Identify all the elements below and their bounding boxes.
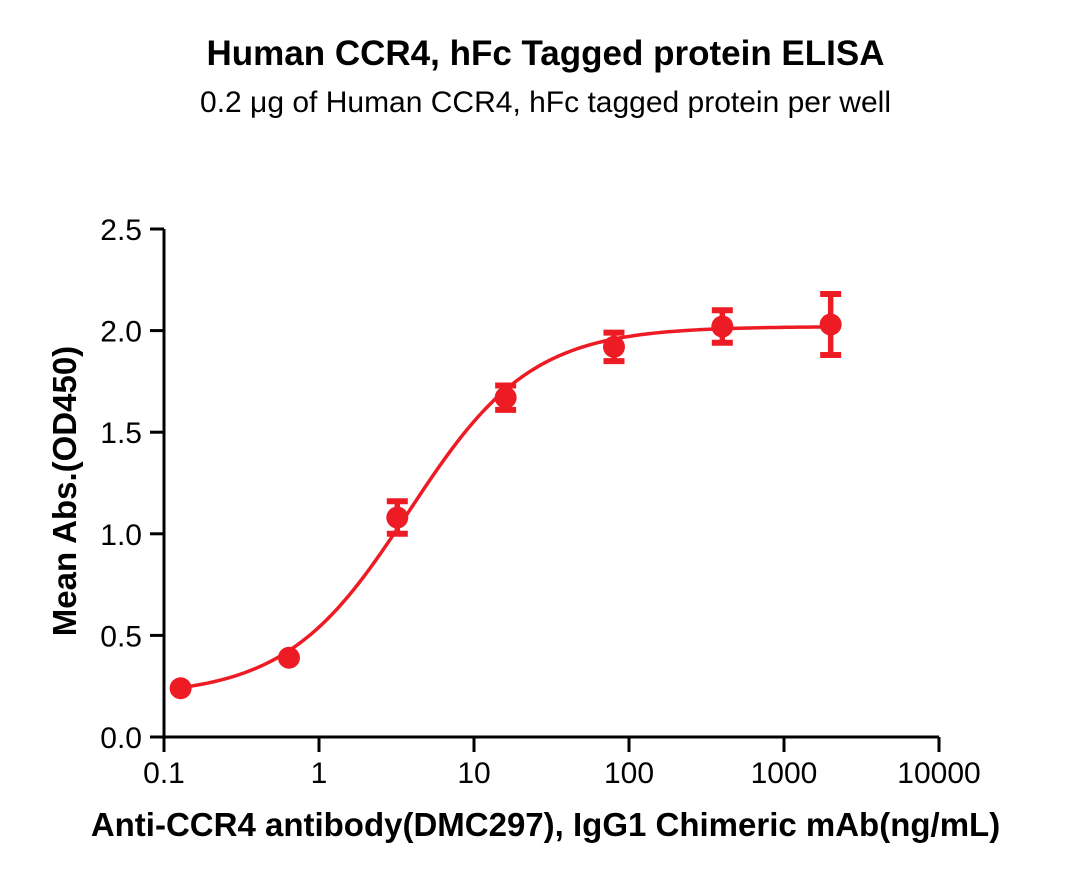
data-point [602,335,625,358]
x-tick-label: 100 [604,757,654,790]
data-point [711,315,734,338]
x-axis-label: Anti-CCR4 antibody(DMC297), IgG1 Chimeri… [90,806,1001,843]
data-point [819,313,842,336]
fit-curve [180,325,831,690]
data-point [386,506,409,529]
y-tick-label: 1.5 [100,417,142,450]
data-point [494,386,517,409]
y-tick-label: 0.0 [100,722,142,755]
x-tick-label: 10 [457,757,490,790]
y-tick-label: 2.0 [100,316,142,349]
data-point [277,646,300,669]
x-tick-label: 1000 [751,757,818,790]
y-tick-label: 0.5 [100,620,142,653]
y-tick-label: 2.5 [100,214,142,247]
x-tick-label: 1 [311,757,328,790]
y-tick-label: 1.0 [100,519,142,552]
chart-subtitle: 0.2 μg of Human CCR4, hFc tagged protein… [200,86,891,119]
x-tick-label: 0.1 [143,757,185,790]
chart-title: Human CCR4, hFc Tagged protein ELISA [206,34,885,73]
data-point [169,677,192,700]
x-tick-label: 10000 [897,757,980,790]
